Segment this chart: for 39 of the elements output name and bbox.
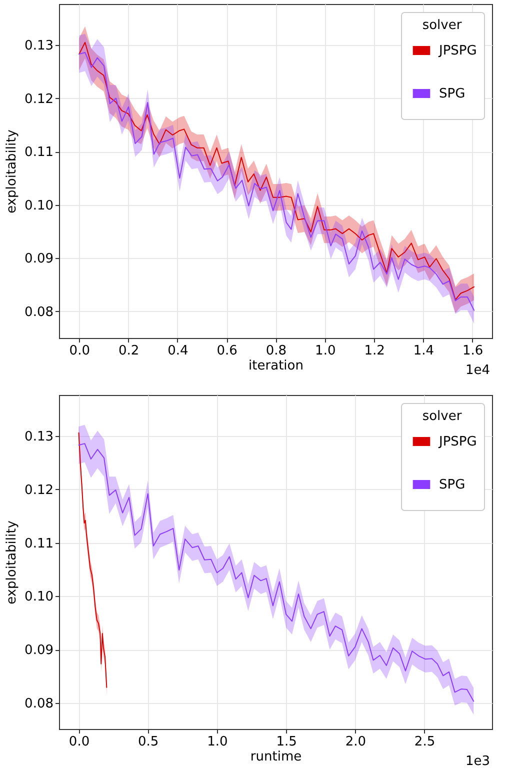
x-tick-label: 0.4 xyxy=(168,344,188,358)
x-tick-label: 0.5 xyxy=(138,734,159,750)
x-tick-label: 0.6 xyxy=(216,344,238,358)
legend-title: solver xyxy=(422,18,462,33)
y-tick-label: 0.12 xyxy=(24,92,54,107)
y-tick-label: 0.13 xyxy=(24,430,54,445)
y-axis-title: exploitability xyxy=(4,129,20,214)
x-tick-label: 1.0 xyxy=(315,344,336,358)
y-axis-title: exploitability xyxy=(4,520,20,604)
x-axis-title: runtime xyxy=(250,750,302,764)
y-tick-label: 0.12 xyxy=(24,482,54,498)
legend-label: JPSPG xyxy=(438,434,477,450)
x-tick-label: 1.0 xyxy=(207,734,228,750)
y-tick-label: 0.11 xyxy=(24,536,54,552)
x-tick-label: 1.4 xyxy=(413,344,434,358)
x-tick-label: 2.5 xyxy=(414,734,436,750)
x-tick-label: 0.8 xyxy=(266,344,287,358)
x-tick-label: 1.6 xyxy=(462,344,484,358)
text: 1e4 xyxy=(465,363,490,378)
y-tick-label: 0.09 xyxy=(24,643,54,658)
y-tick-label: 0.09 xyxy=(24,252,54,267)
y-tick-label: 0.11 xyxy=(24,145,54,160)
x-tick-label: 1.5 xyxy=(276,734,297,750)
text: 1e3 xyxy=(465,754,490,769)
legend-label: SPG xyxy=(439,86,466,102)
legend-label: JPSPG xyxy=(438,44,477,58)
x-tick-label: 1.2 xyxy=(364,344,385,358)
y-tick-label: 0.10 xyxy=(24,590,54,605)
y-tick-label: 0.13 xyxy=(24,38,54,54)
x-axis-title: iteration xyxy=(248,358,304,374)
x-tick-label: 2.0 xyxy=(345,734,366,750)
x-tick-label: 0.0 xyxy=(69,344,90,358)
legend-title: solver xyxy=(422,409,462,424)
legend-label: SPG xyxy=(439,478,466,492)
y-tick-label: 0.08 xyxy=(24,696,54,712)
x-tick-label: 0.0 xyxy=(68,734,90,750)
y-tick-label: 0.10 xyxy=(24,198,54,214)
x-tick-label: 0.2 xyxy=(118,344,140,358)
y-tick-label: 0.08 xyxy=(24,304,54,320)
